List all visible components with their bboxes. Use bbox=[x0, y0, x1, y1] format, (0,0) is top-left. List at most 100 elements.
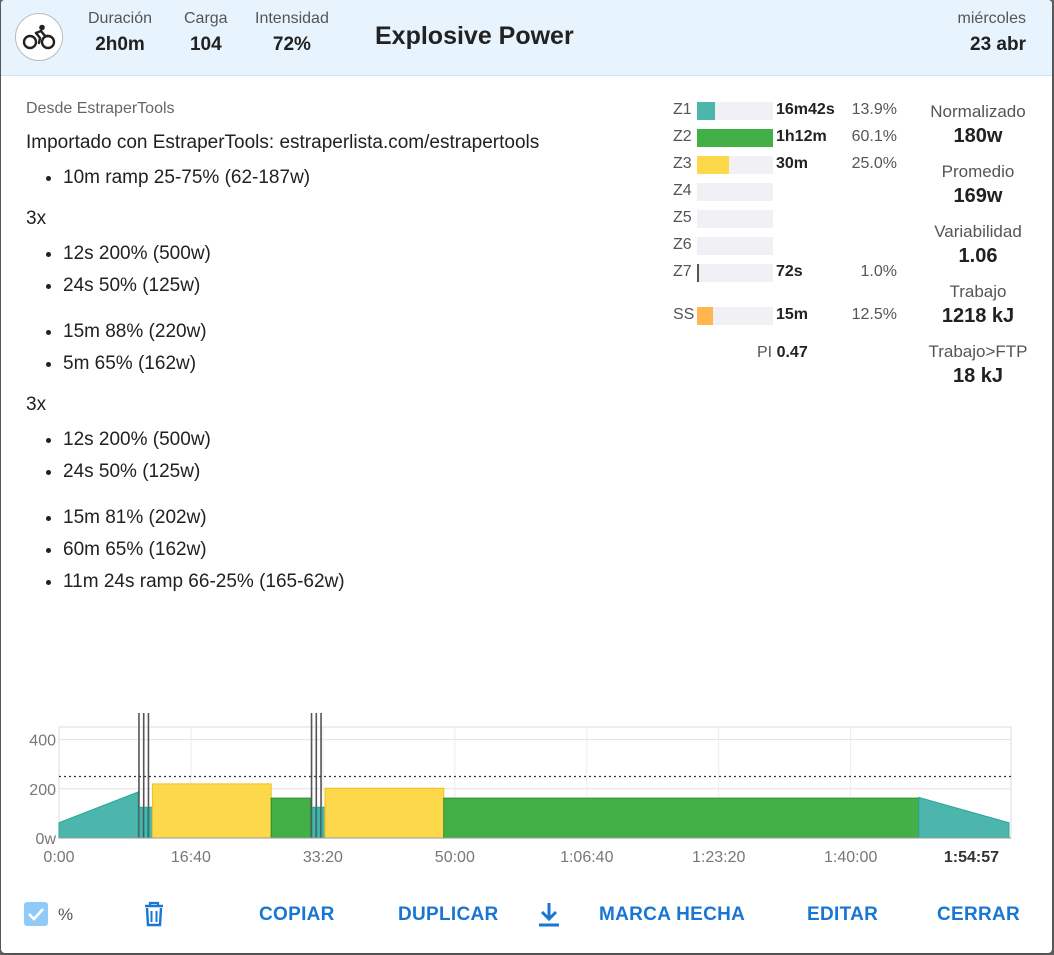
repeat-label: 3x bbox=[26, 208, 47, 229]
zone-bar bbox=[697, 102, 773, 120]
step-list: 10m ramp 25-75% (62-187w) bbox=[26, 162, 646, 194]
zone-bar bbox=[697, 210, 773, 228]
copy-button[interactable]: COPIAR bbox=[259, 904, 335, 925]
x-tick-label: 50:00 bbox=[435, 849, 475, 866]
metric-0: Normalizado 180w bbox=[913, 102, 1043, 148]
power-segment bbox=[139, 806, 144, 839]
zone-bar-fill bbox=[697, 102, 715, 120]
metric-label: Trabajo bbox=[949, 282, 1007, 301]
workout-description: Desde EstraperTools Importado con Estrap… bbox=[26, 100, 646, 612]
zone-row-z5: Z5 bbox=[673, 207, 913, 229]
zone-bar bbox=[697, 129, 773, 147]
workout-date: miércoles 23 abr bbox=[958, 10, 1026, 56]
x-tick-label: 1:23:20 bbox=[692, 849, 745, 866]
intensity-stat: Intensidad 72% bbox=[255, 10, 329, 56]
zone-name: Z1 bbox=[673, 101, 692, 118]
x-tick-label: 1:06:40 bbox=[560, 849, 613, 866]
dialog-footer: % COPIAR DUPLICAR MARCA HECHA EDITAR CER… bbox=[1, 890, 1052, 940]
intensity-value: 72% bbox=[272, 34, 311, 55]
power-metrics: Normalizado 180w Promedio 169w Variabilidad 1… bbox=[913, 102, 1043, 402]
metric-3: Trabajo 1218 kJ bbox=[913, 282, 1043, 328]
description-source: Desde EstraperTools bbox=[26, 100, 175, 117]
zone-bar bbox=[697, 156, 773, 174]
zone-row-z3: Z3 30m 25.0% bbox=[673, 153, 913, 175]
load-stat: Carga 104 bbox=[184, 10, 228, 56]
zone-bar bbox=[697, 237, 773, 255]
metric-value: 169w bbox=[953, 185, 1003, 207]
percent-label: % bbox=[58, 905, 74, 924]
metric-2: Variabilidad 1.06 bbox=[913, 222, 1043, 268]
zone-bar-fill bbox=[697, 129, 773, 147]
zone-time: 72s bbox=[776, 263, 803, 280]
zone-name: SS bbox=[673, 306, 695, 323]
pi-label: PI bbox=[757, 344, 773, 361]
zone-bar bbox=[697, 307, 773, 325]
metric-value: 18 kJ bbox=[952, 365, 1004, 387]
x-end-label: 1:54:57 bbox=[944, 849, 999, 866]
step-item: 11m 24s ramp 66-25% (165-62w) bbox=[63, 566, 646, 598]
power-segment bbox=[151, 783, 272, 839]
step-list: 15m 81% (202w)60m 65% (162w)11m 24s ramp… bbox=[26, 502, 646, 598]
zone-row-z7: Z7 72s 1.0% bbox=[673, 261, 913, 283]
step-item: 12s 200% (500w) bbox=[63, 424, 646, 456]
zone-percent: 13.9% bbox=[851, 101, 897, 118]
zone-bar-fill bbox=[697, 307, 713, 325]
edit-button[interactable]: EDITAR bbox=[807, 904, 879, 925]
zone-name: Z3 bbox=[673, 155, 692, 172]
pi-value: 0.47 bbox=[776, 344, 808, 361]
zone-row-z4: Z4 bbox=[673, 180, 913, 202]
x-tick-label: 33:20 bbox=[303, 849, 343, 866]
percent-checkbox[interactable] bbox=[24, 902, 48, 926]
zone-percent: 60.1% bbox=[851, 128, 897, 145]
step-list: 15m 88% (220w)5m 65% (162w) bbox=[26, 316, 646, 380]
zone-bar-fill bbox=[697, 156, 729, 174]
date-weekday: miércoles bbox=[957, 10, 1026, 27]
step-item: 24s 50% (125w) bbox=[63, 270, 646, 302]
zone-percent: 1.0% bbox=[860, 263, 897, 280]
duration-stat: Duración 2h0m bbox=[88, 10, 152, 56]
power-segment bbox=[58, 791, 139, 839]
metric-label: Variabilidad bbox=[934, 222, 1022, 241]
close-button[interactable]: CERRAR bbox=[937, 904, 1021, 925]
zone-bar-fill bbox=[697, 264, 699, 282]
metric-value: 180w bbox=[953, 125, 1003, 147]
x-tick-label: 0:00 bbox=[43, 849, 74, 866]
zone-row-z6: Z6 bbox=[673, 234, 913, 256]
mark-done-button[interactable]: MARCA HECHA bbox=[599, 904, 746, 925]
step-item: 24s 50% (125w) bbox=[63, 456, 646, 488]
power-segment bbox=[918, 796, 1010, 839]
duration-label: Duración bbox=[88, 10, 153, 27]
zone-percent: 25.0% bbox=[851, 155, 897, 172]
download-icon[interactable] bbox=[536, 900, 562, 935]
metric-label: Normalizado bbox=[930, 102, 1026, 121]
date-day: 23 abr bbox=[970, 34, 1026, 55]
step-item: 60m 65% (162w) bbox=[63, 534, 646, 566]
zone-time: 16m42s bbox=[776, 101, 835, 118]
metric-value: 1.06 bbox=[958, 245, 998, 267]
delete-icon[interactable] bbox=[141, 900, 167, 933]
metric-value: 1218 kJ bbox=[941, 305, 1015, 327]
zone-row-z1: Z1 16m42s 13.9% bbox=[673, 99, 913, 121]
repeat-label: 3x bbox=[26, 394, 47, 415]
power-chart: 400 200 0w 0:00 16:40 33:20 50:00 1:06:40 1:23:2… bbox=[1, 705, 1052, 875]
metric-1: Promedio 169w bbox=[913, 162, 1043, 208]
metric-label: Trabajo>FTP bbox=[928, 342, 1028, 361]
zone-time: 1h12m bbox=[776, 128, 827, 145]
zone-bar bbox=[697, 183, 773, 201]
load-value: 104 bbox=[189, 34, 222, 55]
bicycle-icon[interactable] bbox=[15, 13, 63, 61]
duplicate-button[interactable]: DUPLICAR bbox=[398, 904, 499, 925]
step-item: 15m 88% (220w) bbox=[63, 316, 646, 348]
zone-row-ss: SS 15m 12.5% bbox=[673, 304, 913, 326]
zone-name: Z2 bbox=[673, 128, 692, 145]
load-label: Carga bbox=[184, 10, 228, 27]
power-segment bbox=[144, 806, 149, 839]
power-segment bbox=[270, 797, 312, 839]
zone-percent: 12.5% bbox=[851, 306, 897, 323]
duration-value: 2h0m bbox=[95, 34, 145, 55]
description-intro: Importado con EstraperTools: estraperlis… bbox=[26, 132, 540, 153]
zone-name: Z7 bbox=[673, 263, 692, 280]
power-chart-svg[interactable]: 400 200 0w0:00 16:40 33:20 50:00 1:06:40 1:23:2… bbox=[1, 705, 1052, 875]
zone-bar bbox=[697, 264, 773, 282]
